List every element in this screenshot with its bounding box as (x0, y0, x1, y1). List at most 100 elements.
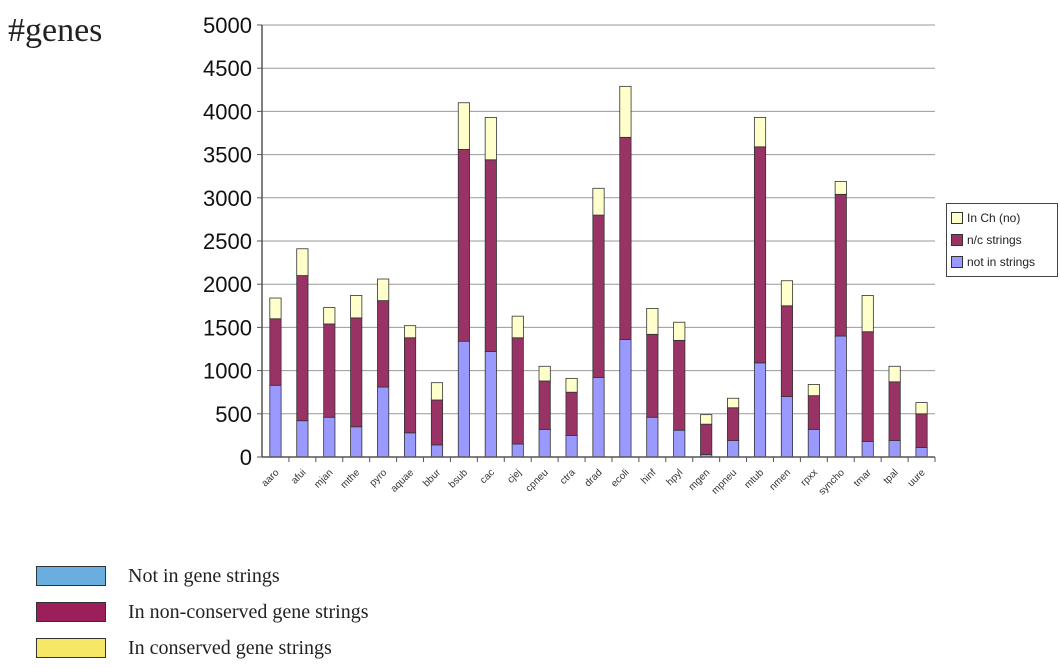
x-tick-label: ecoli (609, 467, 631, 489)
x-tick-labels: aaro afui mjan mthe pyro aquae bbur bsub cac cjej… (260, 457, 936, 498)
x-tick-label: hinf (639, 467, 658, 486)
legend-swatch (951, 256, 963, 268)
bar-segment (834, 180, 847, 195)
bar-segment (727, 397, 740, 409)
x-tick-label: cpneu (524, 467, 551, 494)
bar-segment (565, 391, 578, 436)
bar-segment (619, 339, 632, 458)
bar-segment (538, 380, 551, 430)
series-legend: In Ch (no) n/c strings not in strings (946, 203, 1058, 277)
legend-swatch (951, 212, 963, 224)
x-tick-label: syncho (817, 467, 847, 497)
bar-segment (861, 441, 874, 458)
bar-segment (807, 428, 820, 458)
bar-segment (404, 337, 417, 434)
annotation-item-not-in-gene-strings: Not in gene strings (36, 558, 369, 594)
bar-segment (753, 117, 767, 148)
bar-segment (646, 307, 659, 335)
bar-segment (457, 102, 470, 150)
bar-segment (484, 351, 497, 458)
x-tick-label: bbur (421, 467, 443, 489)
bar-segment (323, 307, 336, 325)
bar-segment (511, 443, 524, 458)
bar-segment (592, 214, 605, 378)
bar-segment (484, 117, 497, 161)
bar-segment (538, 365, 551, 382)
x-tick-label: rpxx (799, 467, 820, 488)
bar-segment (430, 382, 444, 401)
bar-segment (377, 278, 390, 302)
bar-segment (915, 413, 928, 448)
bar-segment (350, 426, 363, 458)
legend-label: n/c strings (967, 233, 1022, 247)
legend-item-nc-strings: n/c strings (951, 229, 1053, 251)
bar-segment (807, 395, 820, 430)
bar-segment (673, 429, 686, 458)
y-tick-label: 5000 (203, 13, 252, 38)
annotation-label: Not in gene strings (128, 564, 280, 587)
bar-segment (700, 423, 713, 455)
bar-segment (619, 85, 632, 138)
bar-segment (269, 318, 282, 386)
bar-segment (538, 428, 551, 458)
bar-segment (377, 300, 390, 388)
bar-segment (915, 402, 928, 415)
bar-segment (619, 136, 632, 340)
stacked-bar-chart: 0 500 1000 1500 2000 2500 3000 3500 4000 4500 5000… (203, 13, 936, 498)
bar-segment (269, 384, 282, 458)
x-tick-label: uure (906, 467, 928, 489)
bar-segment (457, 149, 470, 342)
bar-segment (807, 384, 820, 397)
x-tick-label: hpyl (665, 467, 686, 488)
bar-segment (673, 339, 686, 431)
y-tick-label: 2000 (203, 272, 252, 297)
bar-segment (377, 386, 390, 458)
annotation-swatch (36, 638, 106, 658)
bar-segment (888, 440, 901, 458)
bar-segment (565, 377, 578, 393)
bar-segment (646, 333, 659, 418)
x-tick-label: mpneu (710, 467, 739, 496)
legend-label: In Ch (no) (967, 211, 1021, 225)
bar-segment (753, 362, 767, 458)
x-tick-label: mtub (743, 467, 767, 491)
bar-segment (753, 146, 767, 364)
bar-segment (484, 159, 497, 352)
bar-segment (592, 187, 605, 216)
bar-segment (430, 444, 444, 458)
bar-segment (780, 280, 793, 307)
x-tick-label: cjej (505, 467, 523, 485)
legend-item-in-ch: In Ch (no) (951, 207, 1053, 229)
y-tick-label: 4500 (203, 56, 252, 81)
annotation-swatch (36, 602, 106, 622)
bar-segment (296, 420, 309, 458)
bar-segment (834, 193, 847, 337)
bar-segment (565, 434, 578, 458)
bar-segment (888, 381, 901, 441)
bar-segment (296, 248, 309, 276)
x-tick-label: drad (583, 467, 605, 489)
bar-segment (834, 335, 847, 458)
bar-segment (511, 315, 524, 339)
x-tick-label: aquae (389, 467, 417, 495)
x-tick-label: afui (289, 467, 308, 486)
bar-segment (457, 340, 470, 458)
bar-segment (700, 414, 713, 425)
y-axis-title: #genes (8, 12, 103, 49)
bar-segment (323, 416, 336, 458)
x-tick-label: pyro (368, 467, 390, 489)
x-tick-label: nmen (768, 467, 793, 492)
x-tick-label: tpal (882, 467, 901, 486)
x-tick-label: cac (478, 467, 497, 486)
bar-segment (780, 396, 793, 458)
x-tick-label: mjan (312, 467, 335, 490)
annotation-item-conserved: In conserved gene strings (36, 630, 369, 666)
y-tick-label: 4000 (203, 99, 252, 124)
y-tick-label: 2500 (203, 229, 252, 254)
legend-swatch (951, 234, 963, 246)
bar-segment (404, 432, 417, 458)
bar-segment (350, 295, 363, 319)
x-tick-label: bsub (447, 467, 470, 490)
y-tick-label: 500 (215, 402, 252, 427)
bar-segment (430, 399, 444, 446)
